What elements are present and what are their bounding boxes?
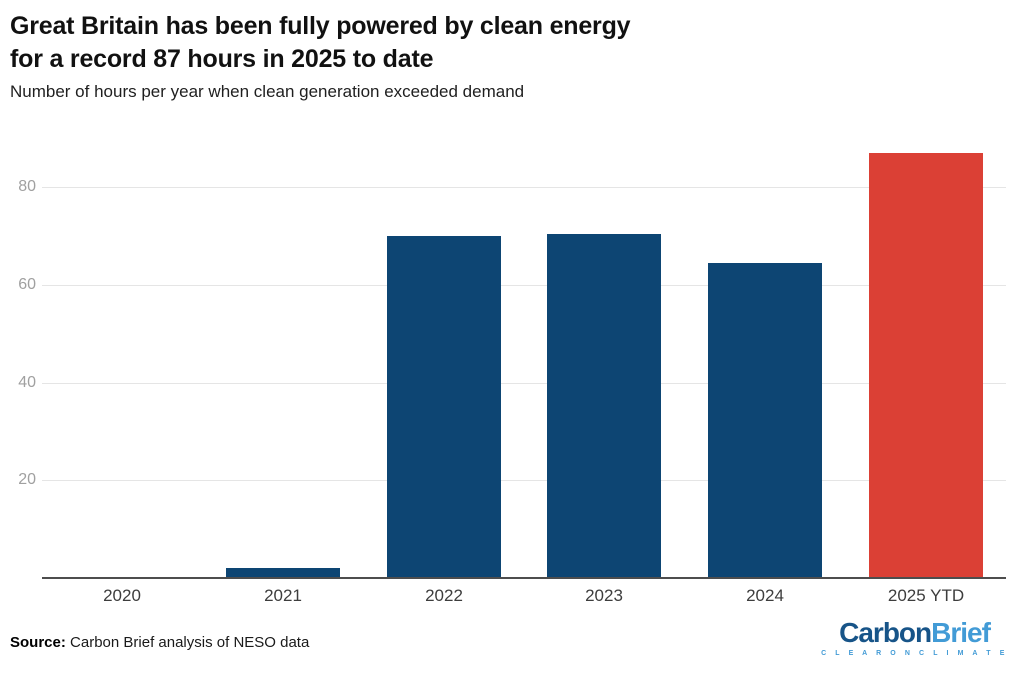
y-tick-label-60: 60 bbox=[18, 276, 36, 293]
carbonbrief-wordmark: CarbonBrief bbox=[821, 618, 1008, 648]
x-tick-label-2025-ytd: 2025 YTD bbox=[887, 586, 965, 605]
x-tick-label-2021: 2021 bbox=[264, 586, 302, 605]
x-tick-label-2022: 2022 bbox=[425, 586, 463, 605]
gridline-60 bbox=[42, 285, 1006, 286]
y-tick-label-40: 40 bbox=[18, 374, 36, 391]
source-label: Source: bbox=[10, 634, 66, 651]
bar-2025-ytd bbox=[869, 153, 983, 578]
source-note: Source: Carbon Brief analysis of NESO da… bbox=[10, 634, 309, 651]
x-axis-line bbox=[42, 577, 1006, 579]
chart-title-line1: Great Britain has been fully powered by … bbox=[10, 12, 631, 40]
logo-carbon-text: Carbon bbox=[839, 617, 932, 648]
carbonbrief-logo: CarbonBrief C L E A R O N C L I M A T E bbox=[821, 618, 1008, 658]
x-tick-label-2020: 2020 bbox=[103, 586, 141, 605]
y-tick-label-80: 80 bbox=[18, 178, 36, 195]
chart-title-line2: for a record 87 hours in 2025 to date bbox=[10, 45, 434, 73]
gridline-20 bbox=[42, 480, 1006, 481]
x-tick-label-2023: 2023 bbox=[585, 586, 623, 605]
logo-brief-text: Brief bbox=[931, 617, 991, 648]
bar-2021 bbox=[226, 568, 340, 578]
bar-2024 bbox=[708, 263, 822, 578]
bar-2023 bbox=[547, 234, 661, 578]
gridline-80 bbox=[42, 187, 1006, 188]
logo-tagline: C L E A R O N C L I M A T E bbox=[821, 650, 1008, 657]
source-text: Carbon Brief analysis of NESO data bbox=[65, 634, 310, 651]
chart-title: Great Britain has been fully powered by … bbox=[10, 10, 631, 76]
bar-2022 bbox=[387, 236, 501, 578]
gridline-40 bbox=[42, 383, 1006, 384]
y-tick-label-20: 20 bbox=[18, 471, 36, 488]
chart-subtitle: Number of hours per year when clean gene… bbox=[10, 82, 525, 101]
x-tick-label-2024: 2024 bbox=[746, 586, 784, 605]
